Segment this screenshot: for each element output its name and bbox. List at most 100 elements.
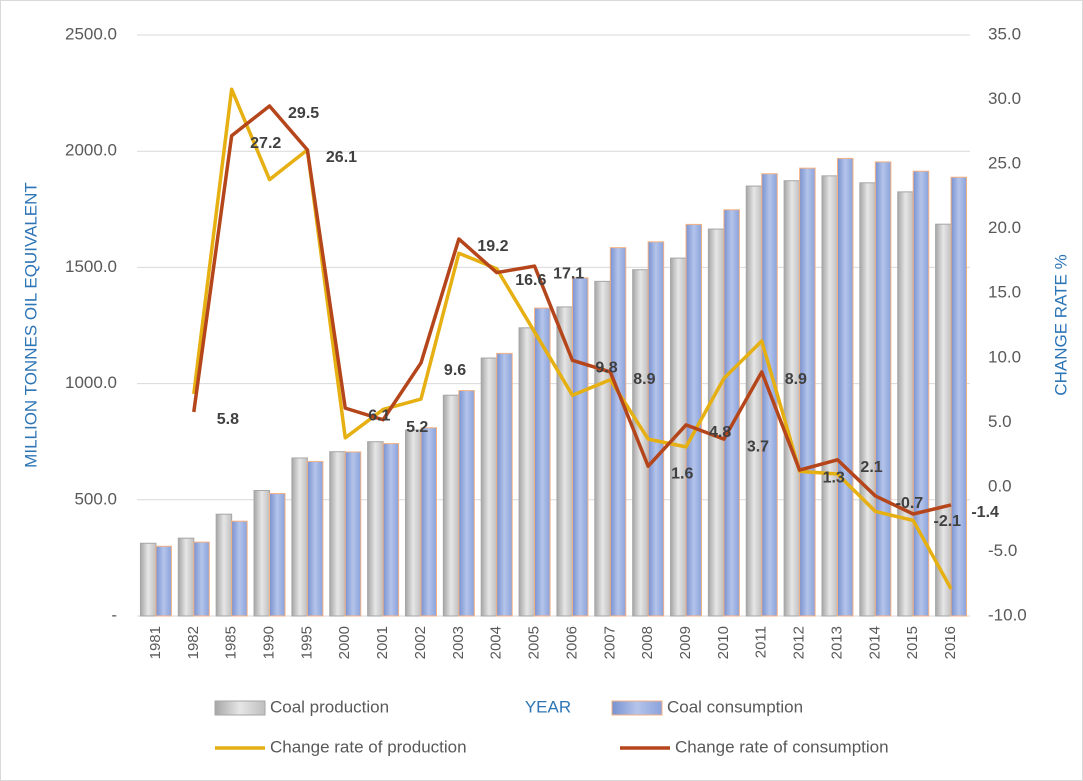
data-label: 16.6 (515, 272, 546, 289)
bar (745, 185, 763, 617)
legend-swatch (611, 700, 663, 716)
bar (950, 176, 968, 617)
data-label: -0.7 (896, 495, 924, 512)
y2-tick-label: 15.0 (988, 283, 1021, 302)
x-tick-label: 2005 (526, 626, 543, 659)
bar (859, 182, 876, 617)
bar (231, 520, 248, 617)
x-tick-label: 2016 (942, 626, 959, 659)
bar (707, 228, 725, 617)
y2-axis-title: CHANGE RATE % (1051, 254, 1070, 395)
x-tick-label: 2002 (412, 626, 429, 659)
bar (215, 513, 233, 617)
line (192, 104, 952, 516)
data-label: 3.7 (747, 438, 769, 455)
bar (329, 451, 346, 617)
bar (571, 277, 589, 617)
x-tick-label: 2006 (563, 626, 580, 659)
bar (912, 170, 930, 617)
bar (253, 490, 271, 617)
y2-tick-label: -10.0 (988, 605, 1027, 624)
legend-label: Coal consumption (667, 697, 803, 716)
bar (799, 167, 816, 617)
y-tick-label: 1000.0 (65, 373, 117, 392)
data-label: 9.8 (595, 360, 617, 377)
data-label: 4.8 (709, 424, 731, 441)
bar (518, 327, 536, 617)
bar (269, 493, 286, 617)
legend-swatch (214, 700, 266, 716)
legend-label: Change rate of production (270, 737, 467, 756)
bar (367, 441, 384, 617)
x-tick-label: 2001 (374, 626, 391, 659)
bar (177, 537, 195, 617)
x-tick-label: 1990 (260, 626, 277, 659)
x-tick-label: 2007 (601, 626, 618, 659)
data-label: 2.1 (860, 459, 882, 476)
bar (291, 457, 308, 617)
x-tick-label: 2015 (904, 626, 921, 659)
x-tick-label: 2003 (450, 626, 467, 659)
bar (783, 180, 801, 617)
legend-label: Coal production (270, 697, 389, 716)
data-label: 1.3 (823, 469, 845, 486)
y-tick-label: 2500.0 (65, 24, 117, 43)
bar (836, 157, 854, 617)
data-label: 19.2 (477, 238, 508, 255)
y-tick-label: 2000.0 (65, 141, 117, 160)
bar (534, 307, 551, 617)
x-tick-label: 1985 (223, 626, 240, 659)
y2-tick-label: -5.0 (988, 541, 1017, 560)
bar (897, 191, 914, 617)
y2-tick-label: 0.0 (988, 476, 1012, 495)
data-label: 27.2 (250, 135, 281, 152)
data-label: 5.2 (406, 419, 428, 436)
bar (496, 352, 513, 617)
bar (382, 443, 400, 617)
bar (609, 247, 627, 617)
bar (193, 541, 210, 617)
bar (594, 280, 611, 617)
y2-tick-label: 25.0 (988, 154, 1021, 173)
y-tick-label: - (111, 605, 117, 624)
y2-tick-label: 10.0 (988, 347, 1021, 366)
bar (821, 175, 838, 617)
bar (155, 545, 172, 617)
y-tick-label: 1500.0 (65, 257, 117, 276)
x-tick-label: 2009 (677, 626, 694, 659)
data-label: -2.1 (933, 513, 961, 530)
bar (139, 542, 157, 617)
data-label: 29.5 (288, 105, 319, 122)
x-tick-label: 1982 (185, 626, 202, 659)
bar (480, 357, 498, 617)
x-tick-label: 1981 (147, 626, 164, 659)
data-label: 6.1 (368, 407, 390, 424)
data-label: 5.8 (217, 411, 239, 428)
bar (344, 451, 362, 617)
x-tick-label: 2013 (828, 626, 845, 659)
data-label: 17.1 (553, 265, 584, 282)
bar (935, 223, 952, 617)
x-tick-label: 2004 (488, 626, 505, 659)
y2-tick-label: 35.0 (988, 24, 1021, 43)
data-label: 26.1 (326, 149, 357, 166)
y2-tick-label: 30.0 (988, 89, 1021, 108)
bar (442, 394, 460, 617)
x-tick-label: 2012 (791, 626, 808, 659)
data-label: 1.6 (671, 465, 693, 482)
bar (306, 460, 324, 617)
data-label: 8.9 (633, 371, 655, 388)
x-tick-label: 2008 (639, 626, 656, 659)
data-label: 9.6 (444, 362, 466, 379)
y-axis-title: MILLION TONNES OIL EQUIVALENT (21, 182, 40, 468)
bar (420, 427, 437, 617)
x-tick-label: 2010 (715, 626, 732, 659)
x-tick-label: 2014 (866, 626, 883, 659)
y2-tick-label: 20.0 (988, 218, 1021, 237)
y2-tick-label: 5.0 (988, 412, 1012, 431)
x-axis-title: YEAR (525, 697, 571, 716)
bar (647, 241, 665, 617)
bar (458, 390, 475, 617)
x-tick-label: 2011 (753, 626, 770, 658)
